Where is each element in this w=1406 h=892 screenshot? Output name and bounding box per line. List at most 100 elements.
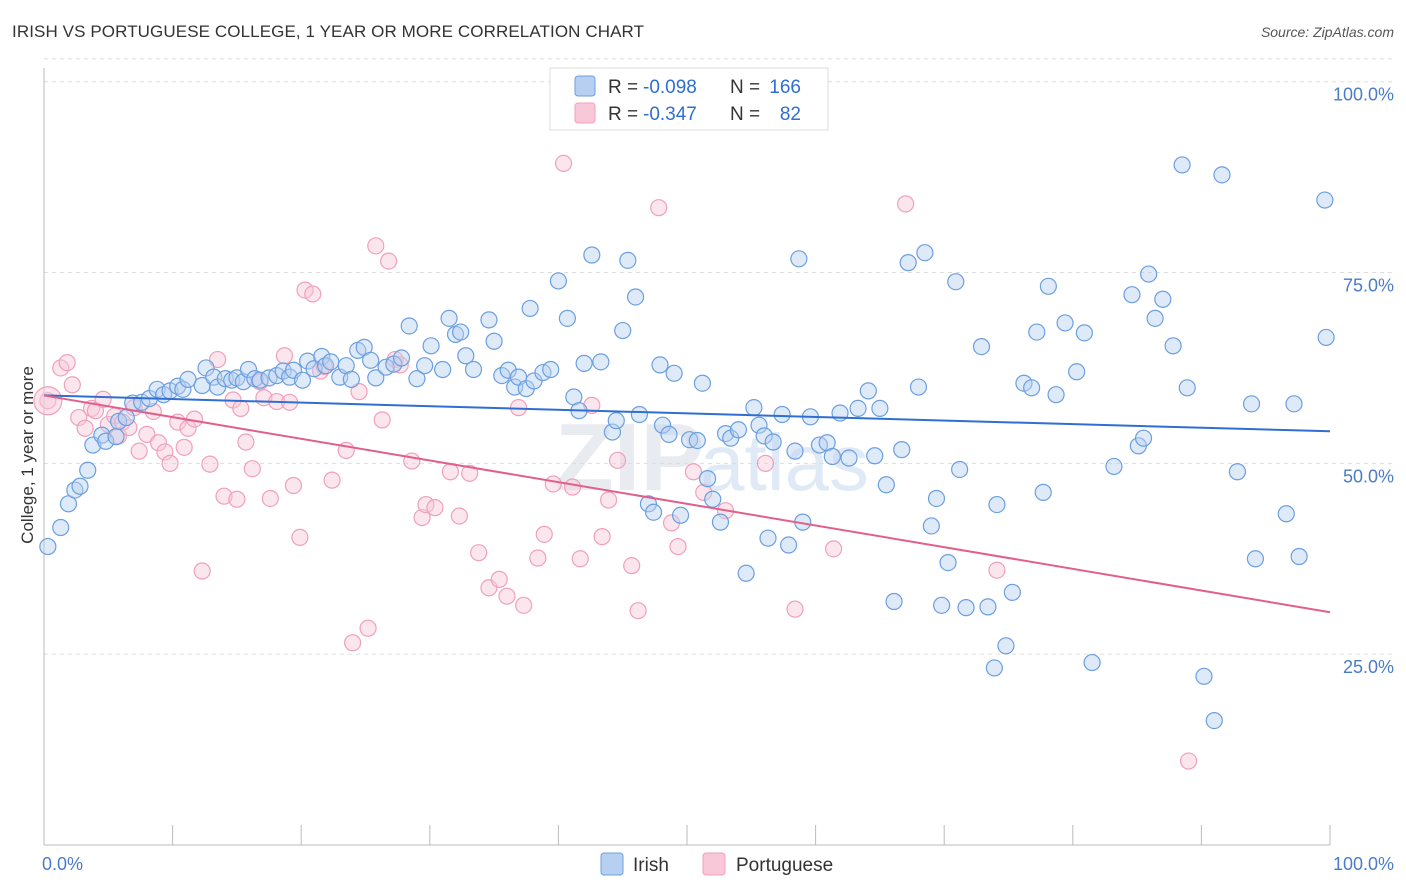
portuguese-point: [284, 476, 303, 495]
legend-portuguese-r-value: -0.347: [643, 104, 697, 125]
irish-point: [626, 288, 645, 306]
portuguese-point: [623, 557, 641, 575]
portuguese-point: [344, 634, 362, 652]
portuguese-point: [243, 460, 261, 478]
irish-point: [342, 370, 360, 389]
x-tick-label-min: 0.0%: [42, 854, 83, 874]
portuguese-point: [554, 154, 573, 173]
irish-point: [457, 347, 475, 365]
portuguese-point: [58, 354, 76, 372]
irish-point: [947, 273, 965, 291]
irish-point: [1154, 290, 1172, 308]
portuguese-point: [63, 376, 81, 394]
irish-point: [988, 495, 1006, 514]
irish-point: [957, 599, 975, 617]
portuguese-point: [608, 451, 627, 469]
irish-point: [1290, 547, 1308, 566]
irish-point: [764, 433, 782, 451]
irish-point: [521, 299, 539, 318]
chart-title: IRISH VS PORTUGUESE COLLEGE, 1 YEAR OR M…: [12, 22, 645, 41]
portuguese-point: [275, 347, 294, 365]
irish-point: [1047, 386, 1065, 404]
irish-point: [542, 360, 560, 379]
irish-point: [922, 517, 940, 535]
irish-point: [653, 416, 672, 434]
irish-point: [607, 412, 625, 430]
portuguese-point: [296, 281, 314, 299]
portuguese-point: [367, 237, 385, 255]
portuguese-point: [599, 491, 618, 509]
irish-point: [630, 405, 649, 424]
irish-point: [575, 354, 593, 372]
irish-point: [933, 596, 951, 614]
portuguese-point: [413, 508, 431, 527]
irish-point: [79, 461, 97, 479]
y-tick-label: 75.0%: [1343, 276, 1394, 296]
portuguese-point: [391, 356, 409, 374]
irish-point: [927, 489, 946, 508]
irish-point: [480, 311, 498, 329]
irish-point: [59, 495, 78, 513]
portuguese-point: [304, 285, 322, 303]
portuguese-point: [669, 537, 687, 556]
irish-point: [871, 399, 889, 418]
x-axis-ticks: [43, 825, 1331, 845]
portuguese-point: [94, 390, 112, 408]
irish-point: [755, 427, 773, 445]
irish-point: [619, 251, 637, 269]
portuguese-point: [450, 507, 468, 525]
irish-point: [786, 442, 804, 460]
irish-point: [392, 349, 411, 367]
portuguese-point: [461, 464, 479, 482]
portuguese-point: [175, 438, 193, 456]
irish-point: [1003, 583, 1021, 601]
bottom-legend-irish-swatch: [600, 852, 624, 876]
irish-point: [1105, 457, 1123, 476]
irish-point: [1039, 277, 1057, 295]
irish-point: [665, 364, 683, 382]
irish-point: [997, 637, 1015, 655]
irish-point: [698, 470, 717, 488]
portuguese-point: [470, 544, 488, 562]
irish-point: [1285, 395, 1303, 413]
irish-point: [1028, 323, 1046, 341]
portuguese-point: [130, 442, 148, 460]
legend-irish-n-label: N =: [730, 77, 760, 98]
irish-point: [1195, 667, 1213, 685]
irish-point: [979, 598, 997, 616]
irish-point: [97, 432, 115, 450]
portuguese-point: [498, 587, 516, 605]
irish-point: [1164, 337, 1182, 355]
irish-point: [1140, 265, 1158, 283]
irish-point: [117, 408, 135, 427]
portuguese-point: [261, 489, 279, 508]
irish-point: [1034, 483, 1052, 501]
bottom-legend: Irish Portuguese: [600, 852, 833, 876]
portuguese-point: [138, 425, 156, 443]
irish-point: [859, 382, 877, 400]
legend-irish-r-value: -0.098: [643, 77, 697, 98]
irish-point: [693, 374, 712, 392]
irish-point: [1146, 309, 1164, 327]
irish-point: [916, 244, 934, 262]
irish-point: [759, 529, 777, 547]
irish-point: [644, 503, 663, 521]
irish-point: [464, 360, 483, 379]
irish-point: [362, 351, 380, 369]
portuguese-trend-line: [43, 394, 1331, 614]
irish-point: [1277, 505, 1295, 523]
portuguese-point: [897, 195, 915, 213]
legend: R = -0.098 N = 166 R = -0.347 N = 82: [549, 67, 829, 131]
irish-point: [773, 405, 791, 424]
irish-point: [985, 659, 1003, 677]
legend-irish-swatch: [574, 75, 596, 97]
irish-point: [866, 447, 884, 465]
portuguese-point: [583, 396, 601, 414]
portuguese-point: [417, 495, 435, 514]
irish-point: [169, 377, 187, 395]
irish-point: [651, 356, 669, 374]
irish-point: [779, 536, 798, 554]
irish-point: [1068, 363, 1086, 381]
source-label: Source: ZipAtlas.com: [1260, 24, 1394, 40]
portuguese-point: [571, 550, 589, 568]
